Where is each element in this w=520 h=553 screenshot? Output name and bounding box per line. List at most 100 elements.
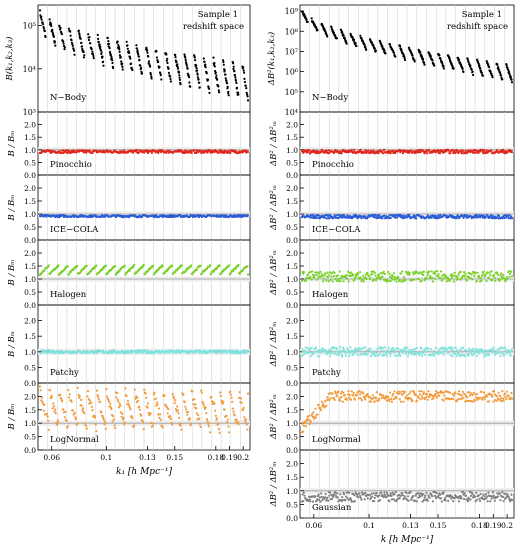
ratio-point (306, 274, 309, 277)
nbody-point (187, 74, 190, 77)
ratio-point (353, 398, 357, 401)
ratio-point (39, 389, 42, 392)
nbody-point (458, 58, 461, 61)
nbody-point (499, 72, 502, 75)
y-axis-label: ΔB² / ΔB²ₘ (269, 394, 279, 440)
ratio-point (327, 275, 330, 278)
ratio-point (317, 493, 320, 496)
ratio-point (352, 394, 355, 397)
ratio-point (190, 151, 193, 155)
ratio-point (457, 390, 461, 393)
ratio-point (199, 264, 202, 267)
ratio-point (93, 414, 96, 417)
nbody-point (63, 46, 66, 49)
ratio-point (350, 498, 353, 501)
nbody-point (222, 63, 225, 66)
ratio-point (505, 398, 508, 401)
ratio-point (383, 214, 386, 217)
nbody-point (388, 43, 392, 46)
ratio-point (409, 491, 412, 494)
ratio-point (300, 279, 304, 282)
ratio-point (387, 494, 390, 497)
ratio-point (496, 149, 499, 152)
ratio-point (136, 396, 139, 399)
ratio-point (144, 392, 147, 395)
ratio-point (373, 496, 376, 500)
ratio-point (116, 398, 119, 401)
ratio-point (238, 396, 241, 399)
ratio-point (319, 407, 322, 410)
ratio-point (418, 148, 421, 152)
ratio-point (90, 214, 93, 217)
ratio-point (54, 408, 57, 411)
ratio-point (502, 273, 505, 276)
ratio-point (392, 392, 395, 395)
ratio-point (383, 491, 386, 494)
ratio-point (145, 149, 148, 152)
ratio-point (364, 346, 367, 349)
ratio-point (360, 217, 363, 220)
nbody-point (98, 43, 101, 46)
ratio-point (78, 395, 81, 398)
ratio-point (388, 400, 391, 403)
ratio-point (401, 270, 404, 273)
ratio-point (495, 399, 498, 402)
ratio-point (334, 214, 337, 218)
nbody-point (140, 72, 144, 75)
ratio-point (306, 351, 309, 354)
nbody-point (83, 54, 86, 57)
nbody-point (218, 91, 221, 94)
ratio-point (379, 278, 382, 281)
ratio-point (152, 264, 155, 267)
ratio-point (104, 420, 107, 424)
ratio-point (490, 497, 493, 500)
ratio-point (231, 407, 234, 410)
ratio-point (368, 494, 371, 497)
series-label: Halogen (50, 290, 87, 300)
ratio-point (389, 492, 392, 495)
ratio-point (142, 421, 145, 424)
nbody-point (91, 50, 94, 53)
ratio-point (210, 395, 213, 399)
nbody-point (384, 52, 387, 55)
ratio-point (449, 391, 452, 394)
ratio-point (393, 349, 396, 352)
nbody-point (216, 78, 219, 81)
nbody-point (234, 79, 238, 82)
ratio-point (348, 352, 351, 355)
ratio-point (303, 494, 306, 497)
nbody-point (394, 55, 397, 58)
y-axis-label: B / Bₘ (7, 331, 17, 358)
nbody-point (59, 27, 62, 30)
nbody-point (208, 91, 211, 94)
ratio-point (364, 491, 367, 494)
ratio-point (116, 391, 119, 394)
ratio-point (412, 494, 415, 498)
ratio-point (415, 500, 418, 503)
ratio-point (336, 496, 339, 499)
ratio-point (452, 274, 455, 277)
nbody-point (49, 22, 53, 26)
ratio-point (347, 390, 350, 393)
ratio-point (491, 217, 494, 220)
y-tick-label: 0.0 (24, 446, 36, 455)
ratio-point (426, 350, 429, 353)
ratio-point (346, 393, 350, 396)
nbody-point (223, 69, 226, 72)
ratio-point (374, 354, 378, 357)
ratio-point (91, 151, 94, 155)
ratio-point (464, 272, 467, 276)
ratio-point (95, 351, 98, 354)
ratio-point (337, 353, 341, 356)
ratio-point (403, 497, 406, 500)
nbody-point (365, 48, 368, 52)
ratio-point (341, 346, 344, 349)
ratio-point (475, 214, 478, 217)
ratio-point (414, 393, 417, 396)
ratio-point (482, 396, 485, 399)
ratio-point (383, 272, 387, 276)
ratio-point (133, 388, 136, 391)
ratio-point (90, 405, 93, 408)
ratio-point (344, 499, 347, 502)
